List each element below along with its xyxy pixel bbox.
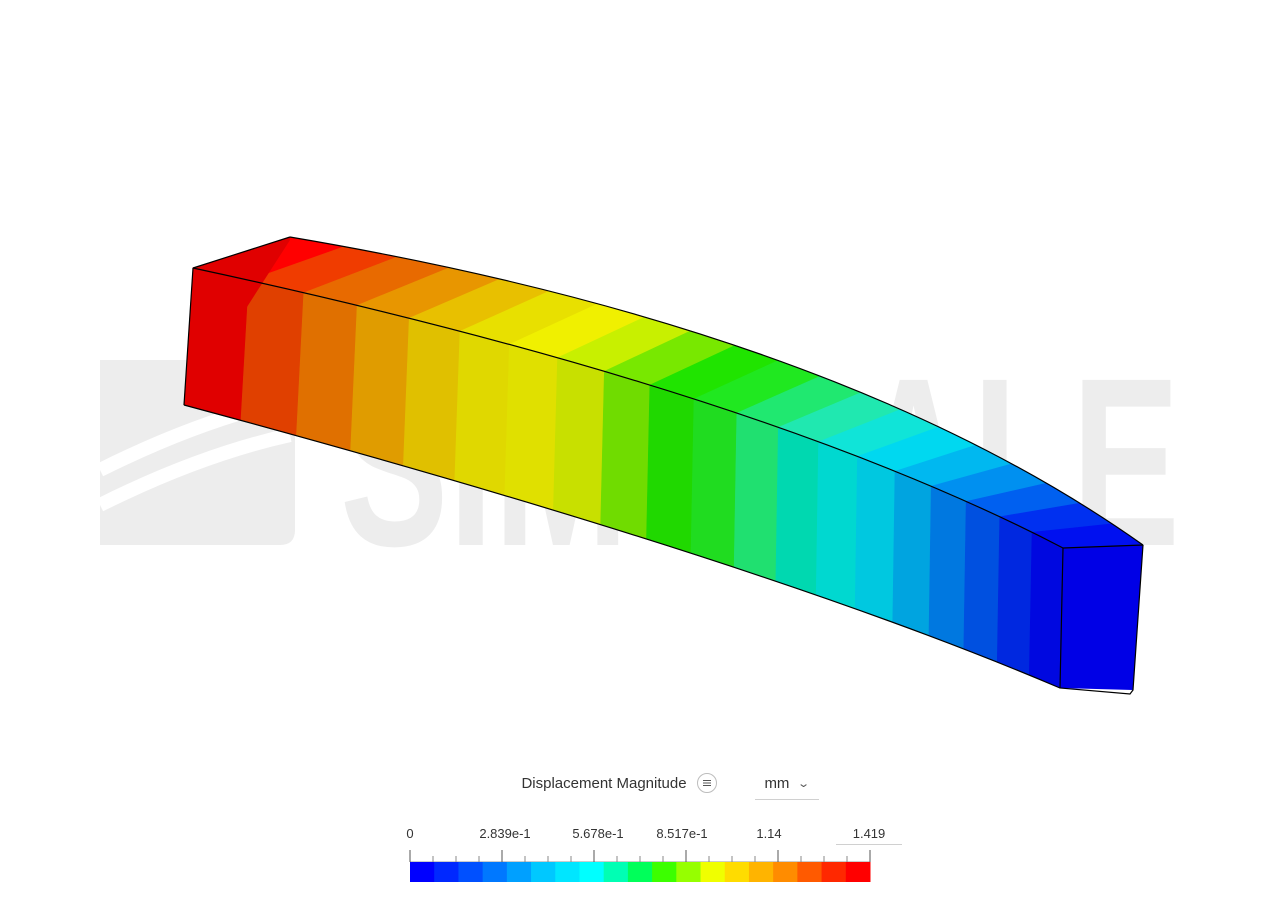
legend-title: Displacement Magnitude	[521, 774, 687, 792]
unit-value: mm	[764, 775, 790, 792]
chevron-down-icon: ⌄	[797, 778, 811, 790]
list-icon[interactable]	[696, 773, 717, 793]
scale-color-segment	[555, 862, 580, 882]
beam-side-band	[240, 279, 305, 437]
beam-edge	[192, 267, 1064, 549]
beam-side-band	[600, 370, 651, 540]
beam-side-band	[504, 344, 558, 511]
beam-model[interactable]	[183, 236, 1144, 695]
beam-side-band	[775, 426, 819, 596]
scale-color-segment	[531, 862, 556, 882]
beam-side-band	[928, 485, 967, 650]
beam-side-band	[733, 412, 779, 582]
scale-color-segment	[603, 862, 629, 882]
scale-color-segment	[482, 862, 508, 882]
scale-color-segment	[410, 862, 435, 882]
scale-color-segment	[652, 862, 677, 882]
scale-color-segment	[434, 862, 459, 882]
beam-side-band	[854, 456, 896, 623]
beam-start-face	[184, 237, 290, 405]
beam-side-band	[454, 330, 510, 496]
beam-side-band	[963, 500, 1001, 663]
tick-label: 5.678e-1	[572, 826, 624, 841]
beam-side-band	[996, 516, 1033, 676]
beam-side-band	[553, 357, 605, 526]
scale-color-segment	[797, 862, 823, 882]
max-value-underline	[836, 844, 902, 845]
beam-side-band	[892, 470, 932, 637]
unit-select[interactable]: mm ⌄	[754, 766, 819, 800]
watermark-logo-arc	[96, 428, 292, 512]
scale-color-segment	[579, 862, 605, 882]
scale-color-segment	[676, 862, 702, 882]
scale-color-segment	[700, 862, 726, 882]
list-icon-glyph	[702, 780, 711, 786]
scale-color-segment	[724, 862, 750, 882]
beam-side-band	[403, 317, 461, 482]
scale-color-segment	[506, 862, 532, 882]
scale-color-segment	[627, 862, 653, 882]
beam-side-band	[350, 305, 410, 467]
tick-label: 8.517e-1	[656, 826, 708, 841]
beam-side-band	[815, 441, 858, 610]
tick-label: 1.14	[756, 826, 782, 841]
tick-label: 0	[406, 826, 414, 841]
legend-tick-labels: 0 2.839e-1 5.678e-1 8.517e-1 1.14 1.419	[0, 826, 1280, 844]
tick-label: 2.839e-1	[479, 826, 531, 841]
scale-color-segment	[458, 862, 484, 882]
beam-side-band	[296, 292, 358, 452]
scale-color-segment	[845, 862, 871, 882]
beam-edge	[183, 404, 1061, 689]
color-scale-bar	[409, 850, 871, 882]
scale-color-segment	[773, 862, 798, 882]
beam-edge	[183, 236, 1144, 695]
beam-side-band	[646, 384, 695, 554]
tick-label[interactable]: 1.419	[852, 826, 886, 841]
beam-side-band	[690, 398, 738, 568]
beam-edge	[289, 236, 1144, 546]
beam-side-band	[1029, 531, 1064, 689]
scale-color-segment	[821, 862, 847, 882]
scale-color-segment	[748, 862, 774, 882]
legend-header: Displacement Magnitude mm ⌄	[0, 766, 1280, 800]
beam-end-face	[1060, 545, 1143, 690]
